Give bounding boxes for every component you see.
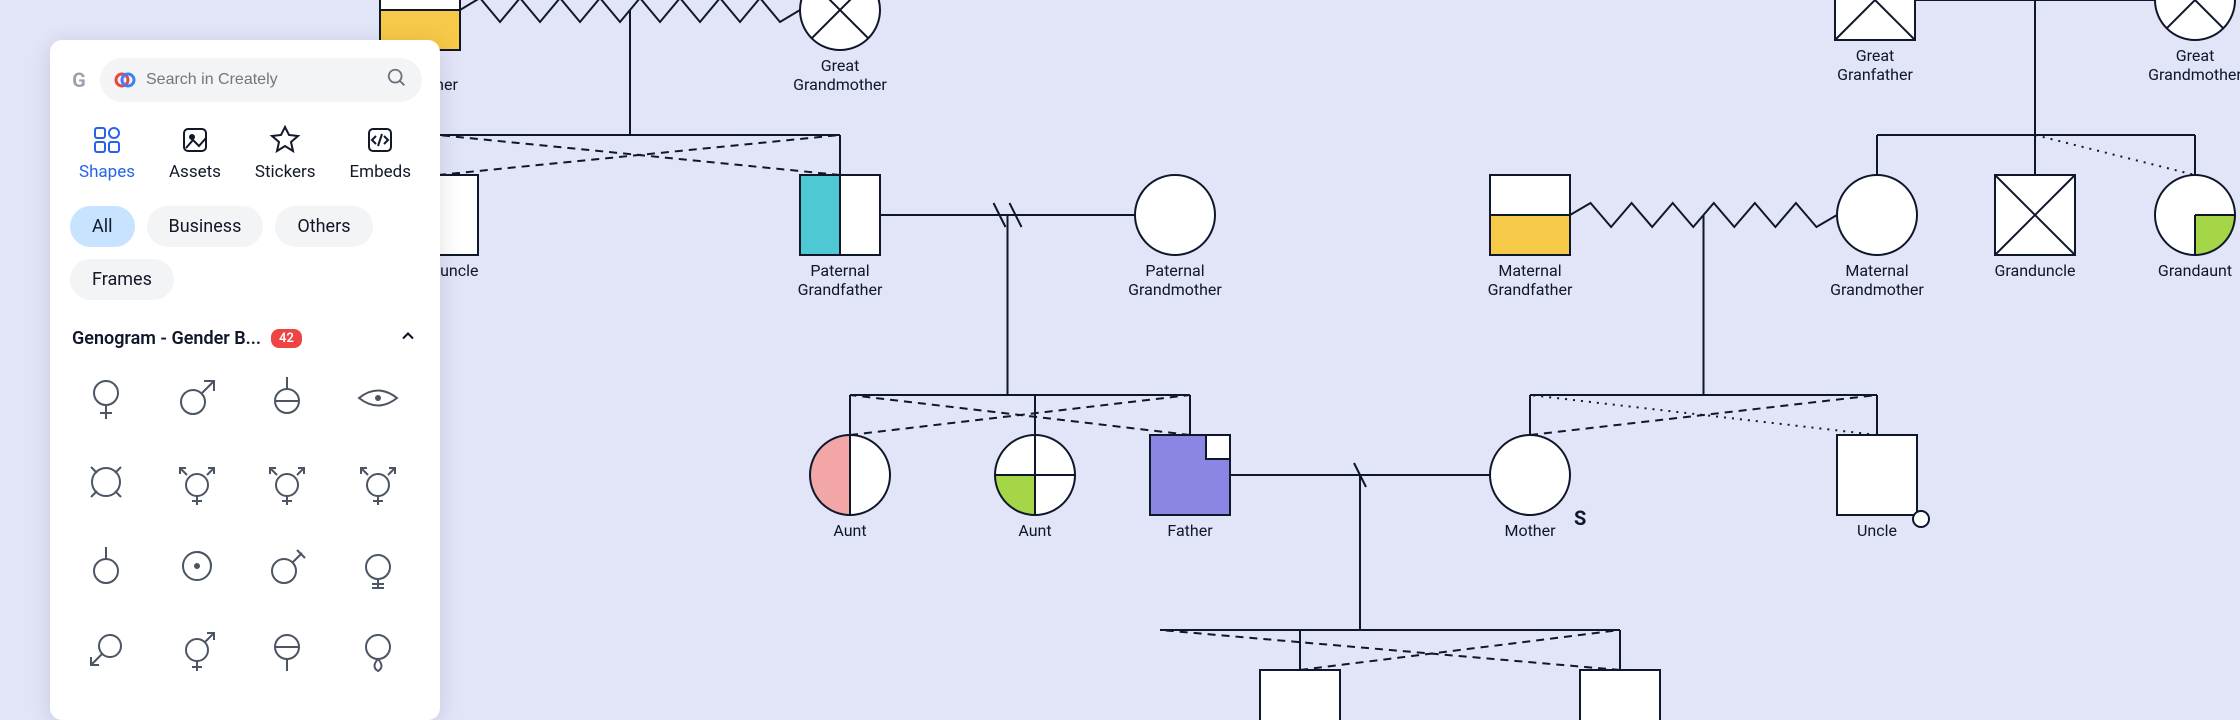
svg-text:S: S (1574, 506, 1586, 530)
assets-tab-icon (179, 124, 211, 156)
google-icon: G (68, 69, 90, 91)
filter-chip-business[interactable]: Business (147, 206, 264, 247)
node-label: Aunt (1018, 521, 1051, 540)
shape-male-icon[interactable] (167, 368, 227, 428)
node-label: Father (1167, 521, 1212, 540)
search-box[interactable] (100, 58, 422, 102)
node-ggm_left[interactable] (800, 0, 880, 50)
embeds-tab-icon (364, 124, 396, 156)
node-label: Grandaunt (2158, 261, 2232, 280)
node-label: GreatGranfather (1837, 46, 1913, 84)
shape-neutral-cross-icon[interactable] (257, 368, 317, 428)
node-label: Granduncle (1995, 261, 2076, 280)
node-ggf_right[interactable] (1835, 0, 1915, 40)
descent-edge (1530, 215, 1877, 435)
node-label: Aunt (833, 521, 866, 540)
node-label: PaternalGrandmother (1128, 261, 1222, 299)
shape-loop-circle-icon[interactable] (348, 620, 408, 680)
node-pat_gf[interactable] (800, 175, 880, 255)
shape-stem-circle-tr-icon[interactable] (257, 536, 317, 596)
tab-assets[interactable]: Assets (169, 124, 221, 182)
shape-double-stem-icon[interactable] (348, 536, 408, 596)
shape-stem-circle-icon[interactable] (76, 536, 136, 596)
shape-transgender-2-icon[interactable] (257, 452, 317, 512)
node-label: MaternalGrandmother (1830, 261, 1924, 299)
shape-transgender-1-icon[interactable] (167, 452, 227, 512)
shape-target-icon[interactable] (167, 536, 227, 596)
shape-eye-icon[interactable] (348, 368, 408, 428)
section-count-badge: 42 (271, 329, 302, 348)
descent-edge (850, 215, 1190, 435)
tab-embeds[interactable]: Embeds (350, 124, 412, 182)
shape-crossed-circle-icon[interactable] (76, 452, 136, 512)
node-uncle[interactable] (1837, 435, 1929, 527)
node-label: MaternalGrandfather (1488, 261, 1573, 299)
tab-stickers[interactable]: Stickers (255, 124, 316, 182)
node-label: Uncle (1857, 521, 1897, 540)
node-mat_gm[interactable] (1837, 175, 1917, 255)
node-granduncle2[interactable] (1995, 175, 2075, 255)
node-label: GreatGrandmother (2148, 46, 2240, 84)
shape-trans-female-icon[interactable] (167, 620, 227, 680)
node-aunt2[interactable] (995, 435, 1075, 515)
descent-edge (438, 10, 840, 175)
tab-label: Stickers (255, 162, 316, 182)
node-grandaunt[interactable] (2155, 175, 2235, 255)
shape-barred-circle-icon[interactable] (257, 620, 317, 680)
creately-logo-icon (114, 69, 136, 91)
stickers-tab-icon (269, 124, 301, 156)
descent-edge (1877, 0, 2195, 175)
filter-chip-frames[interactable]: Frames (70, 259, 174, 300)
node-label: Mother (1504, 521, 1555, 540)
tab-shapes[interactable]: Shapes (79, 124, 135, 182)
node-pat_gm[interactable] (1135, 175, 1215, 255)
node-label: PaternalGrandfather (798, 261, 883, 299)
filter-chip-others[interactable]: Others (275, 206, 372, 247)
shape-female-arrow-icon[interactable] (76, 620, 136, 680)
shape-transgender-3-icon[interactable] (348, 452, 408, 512)
node-ggm_right[interactable] (2155, 0, 2235, 40)
shape-female-icon[interactable] (76, 368, 136, 428)
node-aunt1[interactable] (810, 435, 890, 515)
tab-label: Embeds (350, 162, 412, 182)
filter-chip-all[interactable]: All (70, 206, 135, 247)
shapes-panel: G Shapes Assets Stickers Embeds All Business… (50, 40, 440, 720)
tab-label: Shapes (79, 162, 135, 182)
node-mother[interactable]: S (1490, 435, 1586, 530)
node-father[interactable] (1150, 435, 1230, 515)
search-input[interactable] (146, 71, 376, 89)
tab-label: Assets (169, 162, 221, 182)
node-mat_gf[interactable] (1490, 175, 1570, 255)
shapes-tab-icon (91, 124, 123, 156)
search-icon[interactable] (386, 67, 408, 93)
section-title: Genogram - Gender B... (72, 328, 261, 349)
chevron-up-icon[interactable] (398, 326, 418, 350)
node-label: GreatGrandmother (793, 56, 887, 94)
